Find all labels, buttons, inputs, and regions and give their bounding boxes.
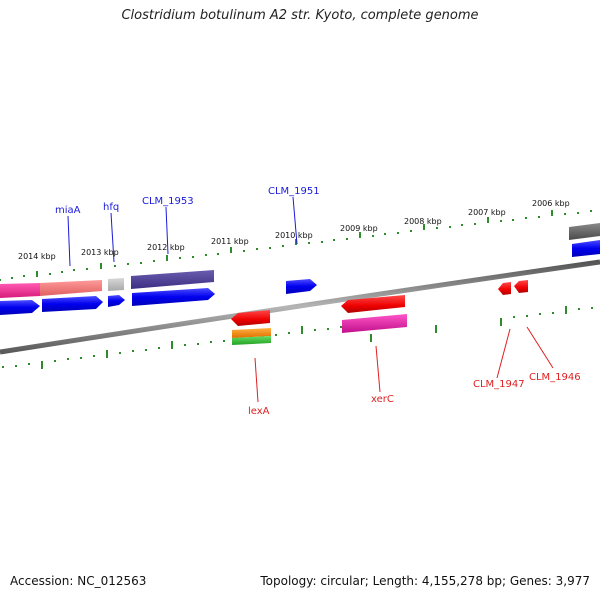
gene-arrow-clm-1951[interactable] [286, 279, 317, 294]
kbp-label-2011: 2011 kbp [211, 237, 249, 246]
kbp-label-2006: 2006 kbp [532, 199, 570, 208]
upper-bar-pink[interactable] [0, 283, 40, 298]
gene-label-clm-1953[interactable]: CLM_1953 [142, 196, 194, 207]
accession-text: Accession: NC_012563 [10, 574, 147, 588]
lower-bar-orange[interactable] [232, 328, 271, 338]
kbp-label-2008: 2008 kbp [404, 217, 442, 226]
gene-arrow-lex-a[interactable] [231, 310, 270, 326]
gene-label-clm-1947[interactable]: CLM_1947 [473, 379, 525, 390]
kbp-label-2012: 2012 kbp [147, 243, 185, 252]
upper-bar-hfq[interactable] [108, 278, 124, 291]
kbp-label-2014: 2014 kbp [18, 252, 56, 261]
gene-label-lex-a[interactable]: lexA [248, 406, 270, 417]
upper-bar-clm-1953[interactable] [131, 270, 214, 289]
kbp-label-2009: 2009 kbp [340, 224, 378, 233]
genome-summary-text: Topology: circular; Length: 4,155,278 bp… [260, 574, 590, 588]
gene-arrow-mia-a[interactable] [42, 296, 103, 312]
upper-ruler [0, 210, 592, 281]
gene-label-mia-a[interactable]: miaA [55, 205, 81, 216]
lower-bar-green[interactable] [232, 336, 271, 345]
gene-arrow-forward-1[interactable] [0, 300, 40, 315]
lower-bar-magenta[interactable] [342, 314, 407, 333]
upper-bar-mia-a[interactable] [40, 280, 102, 296]
map-title: Clostridium botulinum A2 str. Kyoto, com… [121, 8, 479, 23]
kbp-label-2013: 2013 kbp [81, 248, 119, 257]
gene-arrow-forward-right[interactable] [572, 240, 600, 257]
genome-backbone [0, 259, 600, 355]
gene-label-clm-1951[interactable]: CLM_1951 [268, 186, 320, 197]
upper-bar-dark[interactable] [569, 223, 600, 240]
gene-label-hfq[interactable]: hfq [103, 202, 119, 213]
gene-label-xer-c[interactable]: xerC [371, 394, 394, 405]
kbp-label-2010: 2010 kbp [275, 231, 313, 240]
label-leaders [67, 196, 554, 403]
gene-arrow-clm-1946[interactable] [514, 280, 528, 293]
kbp-label-2007: 2007 kbp [468, 208, 506, 217]
gene-label-clm-1946[interactable]: CLM_1946 [529, 372, 581, 383]
gene-arrow-hfq[interactable] [108, 295, 125, 307]
gene-arrow-clm-1953[interactable] [132, 288, 215, 306]
lower-ruler [2, 306, 593, 369]
gene-arrow-xer-c[interactable] [341, 295, 405, 313]
gene-arrow-clm-1947[interactable] [498, 282, 511, 295]
